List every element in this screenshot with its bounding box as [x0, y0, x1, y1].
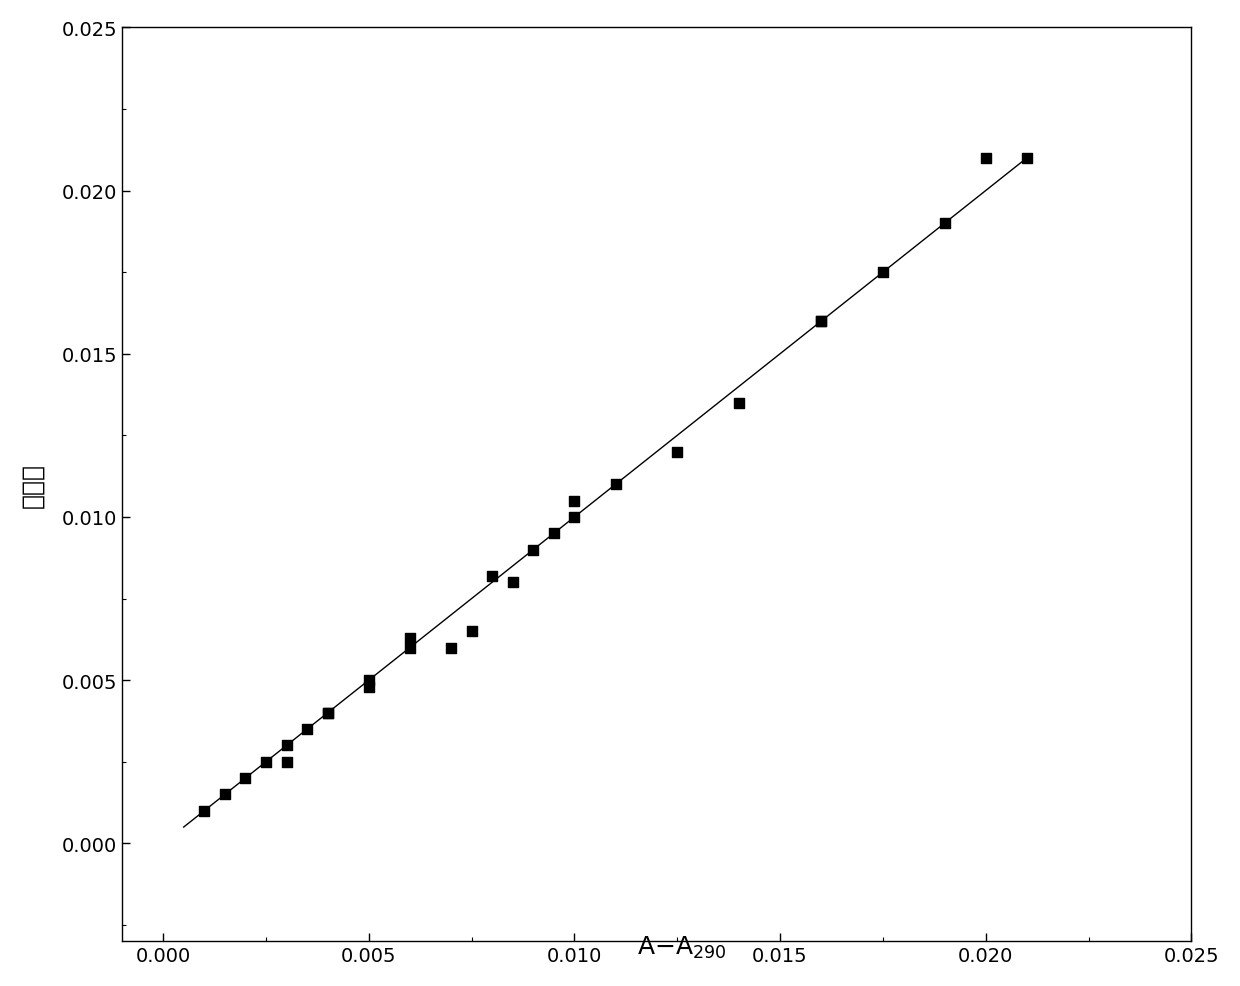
Point	[976, 151, 996, 167]
Point	[317, 705, 337, 721]
Point	[215, 787, 234, 803]
Point	[935, 216, 955, 232]
Text: A$-$A$_{290}$: A$-$A$_{290}$	[637, 934, 727, 959]
Point	[729, 395, 749, 411]
Point	[564, 493, 584, 509]
Point	[544, 526, 564, 541]
Point	[811, 314, 831, 329]
Point	[317, 705, 337, 721]
Point	[605, 477, 625, 493]
Point	[811, 314, 831, 329]
Y-axis label: 计算值: 计算值	[21, 462, 45, 508]
Point	[482, 568, 502, 584]
Point	[358, 679, 378, 695]
Point	[358, 672, 378, 688]
Point	[667, 445, 687, 460]
Point	[255, 754, 275, 770]
Point	[195, 803, 215, 818]
Point	[461, 624, 481, 640]
Point	[873, 265, 893, 281]
Point	[236, 770, 255, 786]
Point	[564, 510, 584, 526]
Point	[277, 754, 296, 770]
Point	[298, 722, 317, 738]
Point	[523, 542, 543, 558]
Point	[441, 640, 461, 656]
Point	[401, 630, 420, 646]
Point	[277, 738, 296, 753]
Point	[502, 575, 522, 591]
Point	[401, 640, 420, 656]
Point	[1017, 151, 1037, 167]
